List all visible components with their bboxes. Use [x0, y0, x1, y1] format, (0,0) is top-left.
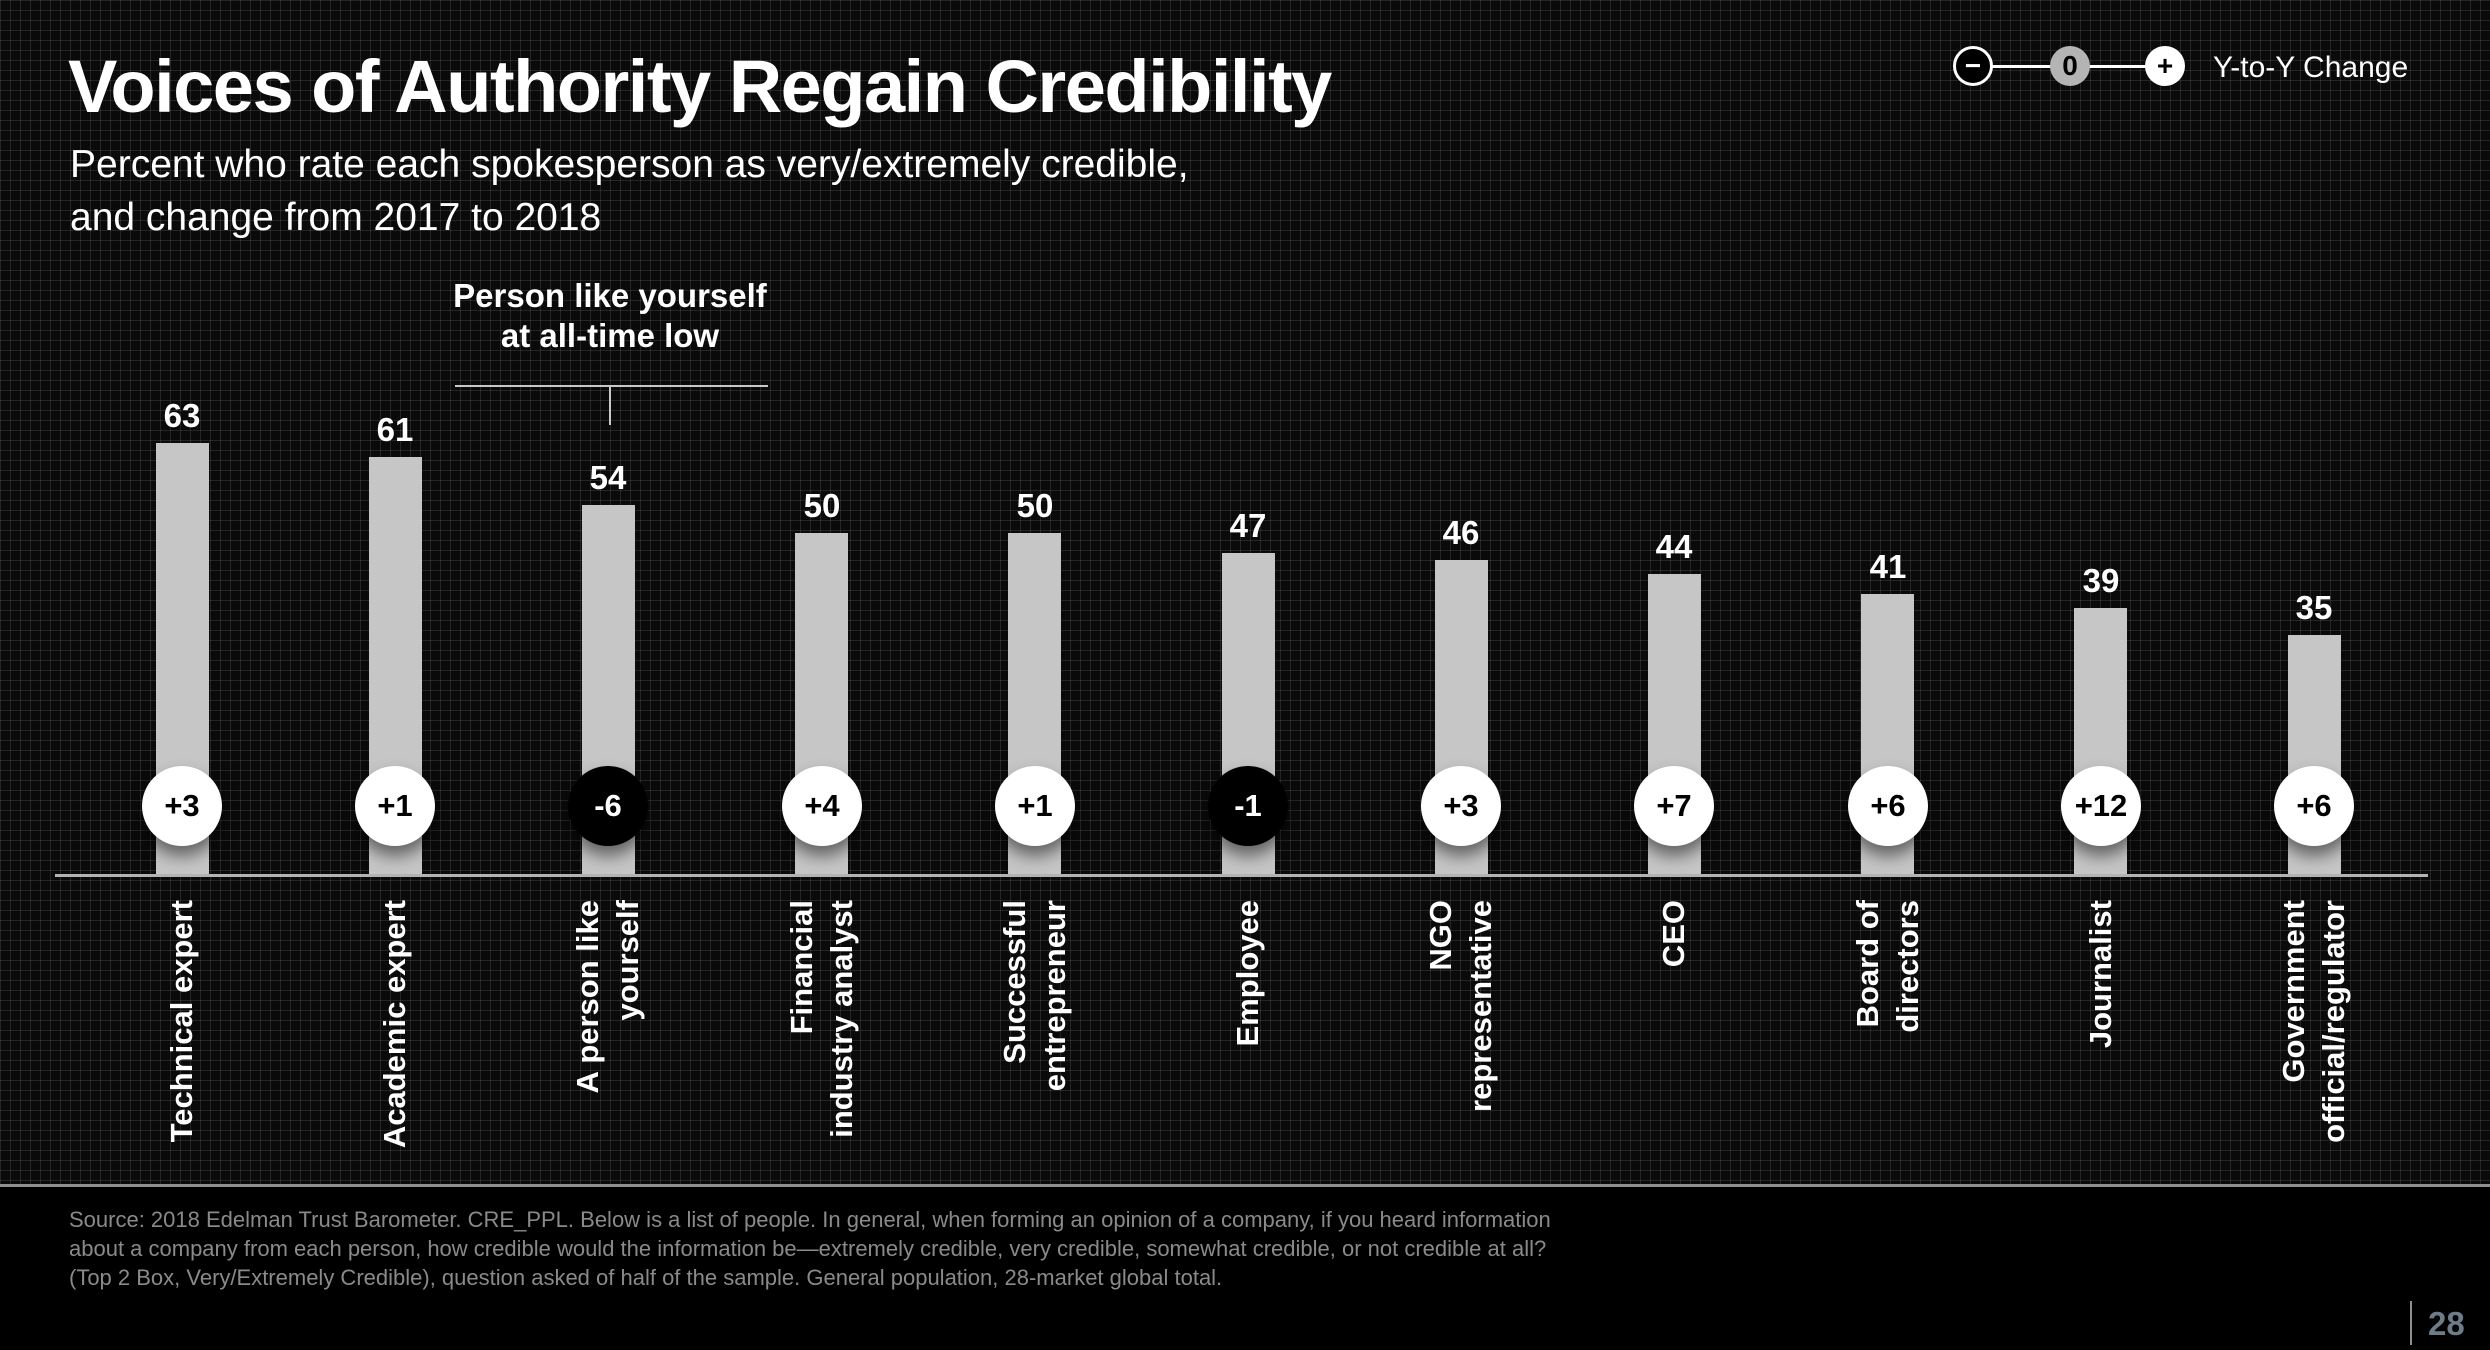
change-circle: +7	[1634, 766, 1714, 846]
change-circle: +3	[142, 766, 222, 846]
bar-value-label: 41	[1869, 548, 1907, 585]
category-label: CEO	[1656, 900, 1691, 968]
legend-label: Y-to-Y Change	[2213, 51, 2409, 84]
change-circle: +12	[2061, 766, 2141, 846]
bar-value-label: 44	[1655, 528, 1693, 565]
change-circle: +4	[782, 766, 862, 846]
change-circle: +6	[2274, 766, 2354, 846]
category-label: NGO representative	[1423, 900, 1498, 1112]
change-circle: +1	[355, 766, 435, 846]
change-circle: +6	[1848, 766, 1928, 846]
x-axis-baseline	[55, 874, 2428, 877]
page-subtitle: Percent who rate each spokesperson as ve…	[70, 143, 1189, 239]
footer: Source: 2018 Edelman Trust Barometer. CR…	[0, 1184, 2490, 1350]
bar-value-label: 63	[163, 397, 201, 434]
page-number: 28	[2428, 1305, 2465, 1342]
change-circle: +3	[1421, 766, 1501, 846]
minus-circle-icon: −	[1953, 46, 1993, 86]
page-number-divider	[2410, 1301, 2412, 1345]
category-label: Financial industry analyst	[784, 900, 859, 1138]
change-circle: -6	[568, 766, 648, 846]
category-label: Journalist	[2083, 900, 2118, 1049]
bar-value-label: 54	[589, 459, 627, 496]
category-label: Successful entrepreneur	[997, 900, 1072, 1092]
bar-value-label: 61	[376, 411, 414, 448]
bar-value-label: 50	[1016, 487, 1054, 524]
category-label: Employee	[1230, 900, 1265, 1047]
annotation-callout: Person like yourself at all-time low	[453, 277, 767, 354]
category-label: Academic expert	[377, 900, 412, 1149]
change-circle: +1	[995, 766, 1075, 846]
bar-value-label: 35	[2295, 589, 2333, 626]
bar-value-label: 50	[803, 487, 841, 524]
category-label: Technical expert	[164, 900, 199, 1143]
bar-value-label: 47	[1229, 507, 1267, 544]
category-label: Government official/regulator	[2276, 900, 2351, 1143]
bar-value-label: 39	[2082, 562, 2120, 599]
annotation-bracket-tick	[609, 385, 611, 425]
category-label: Board of directors	[1850, 900, 1925, 1033]
source-note: Source: 2018 Edelman Trust Barometer. CR…	[69, 1207, 1551, 1290]
change-circle: -1	[1208, 766, 1288, 846]
bar-value-label: 46	[1442, 514, 1480, 551]
category-label: A person like yourself	[570, 900, 645, 1094]
zero-circle-icon: 0	[2050, 46, 2090, 86]
annotation-bracket-line	[455, 385, 768, 387]
plus-circle-icon: +	[2145, 46, 2185, 86]
page-title: Voices of Authority Regain Credibility	[68, 45, 1332, 128]
